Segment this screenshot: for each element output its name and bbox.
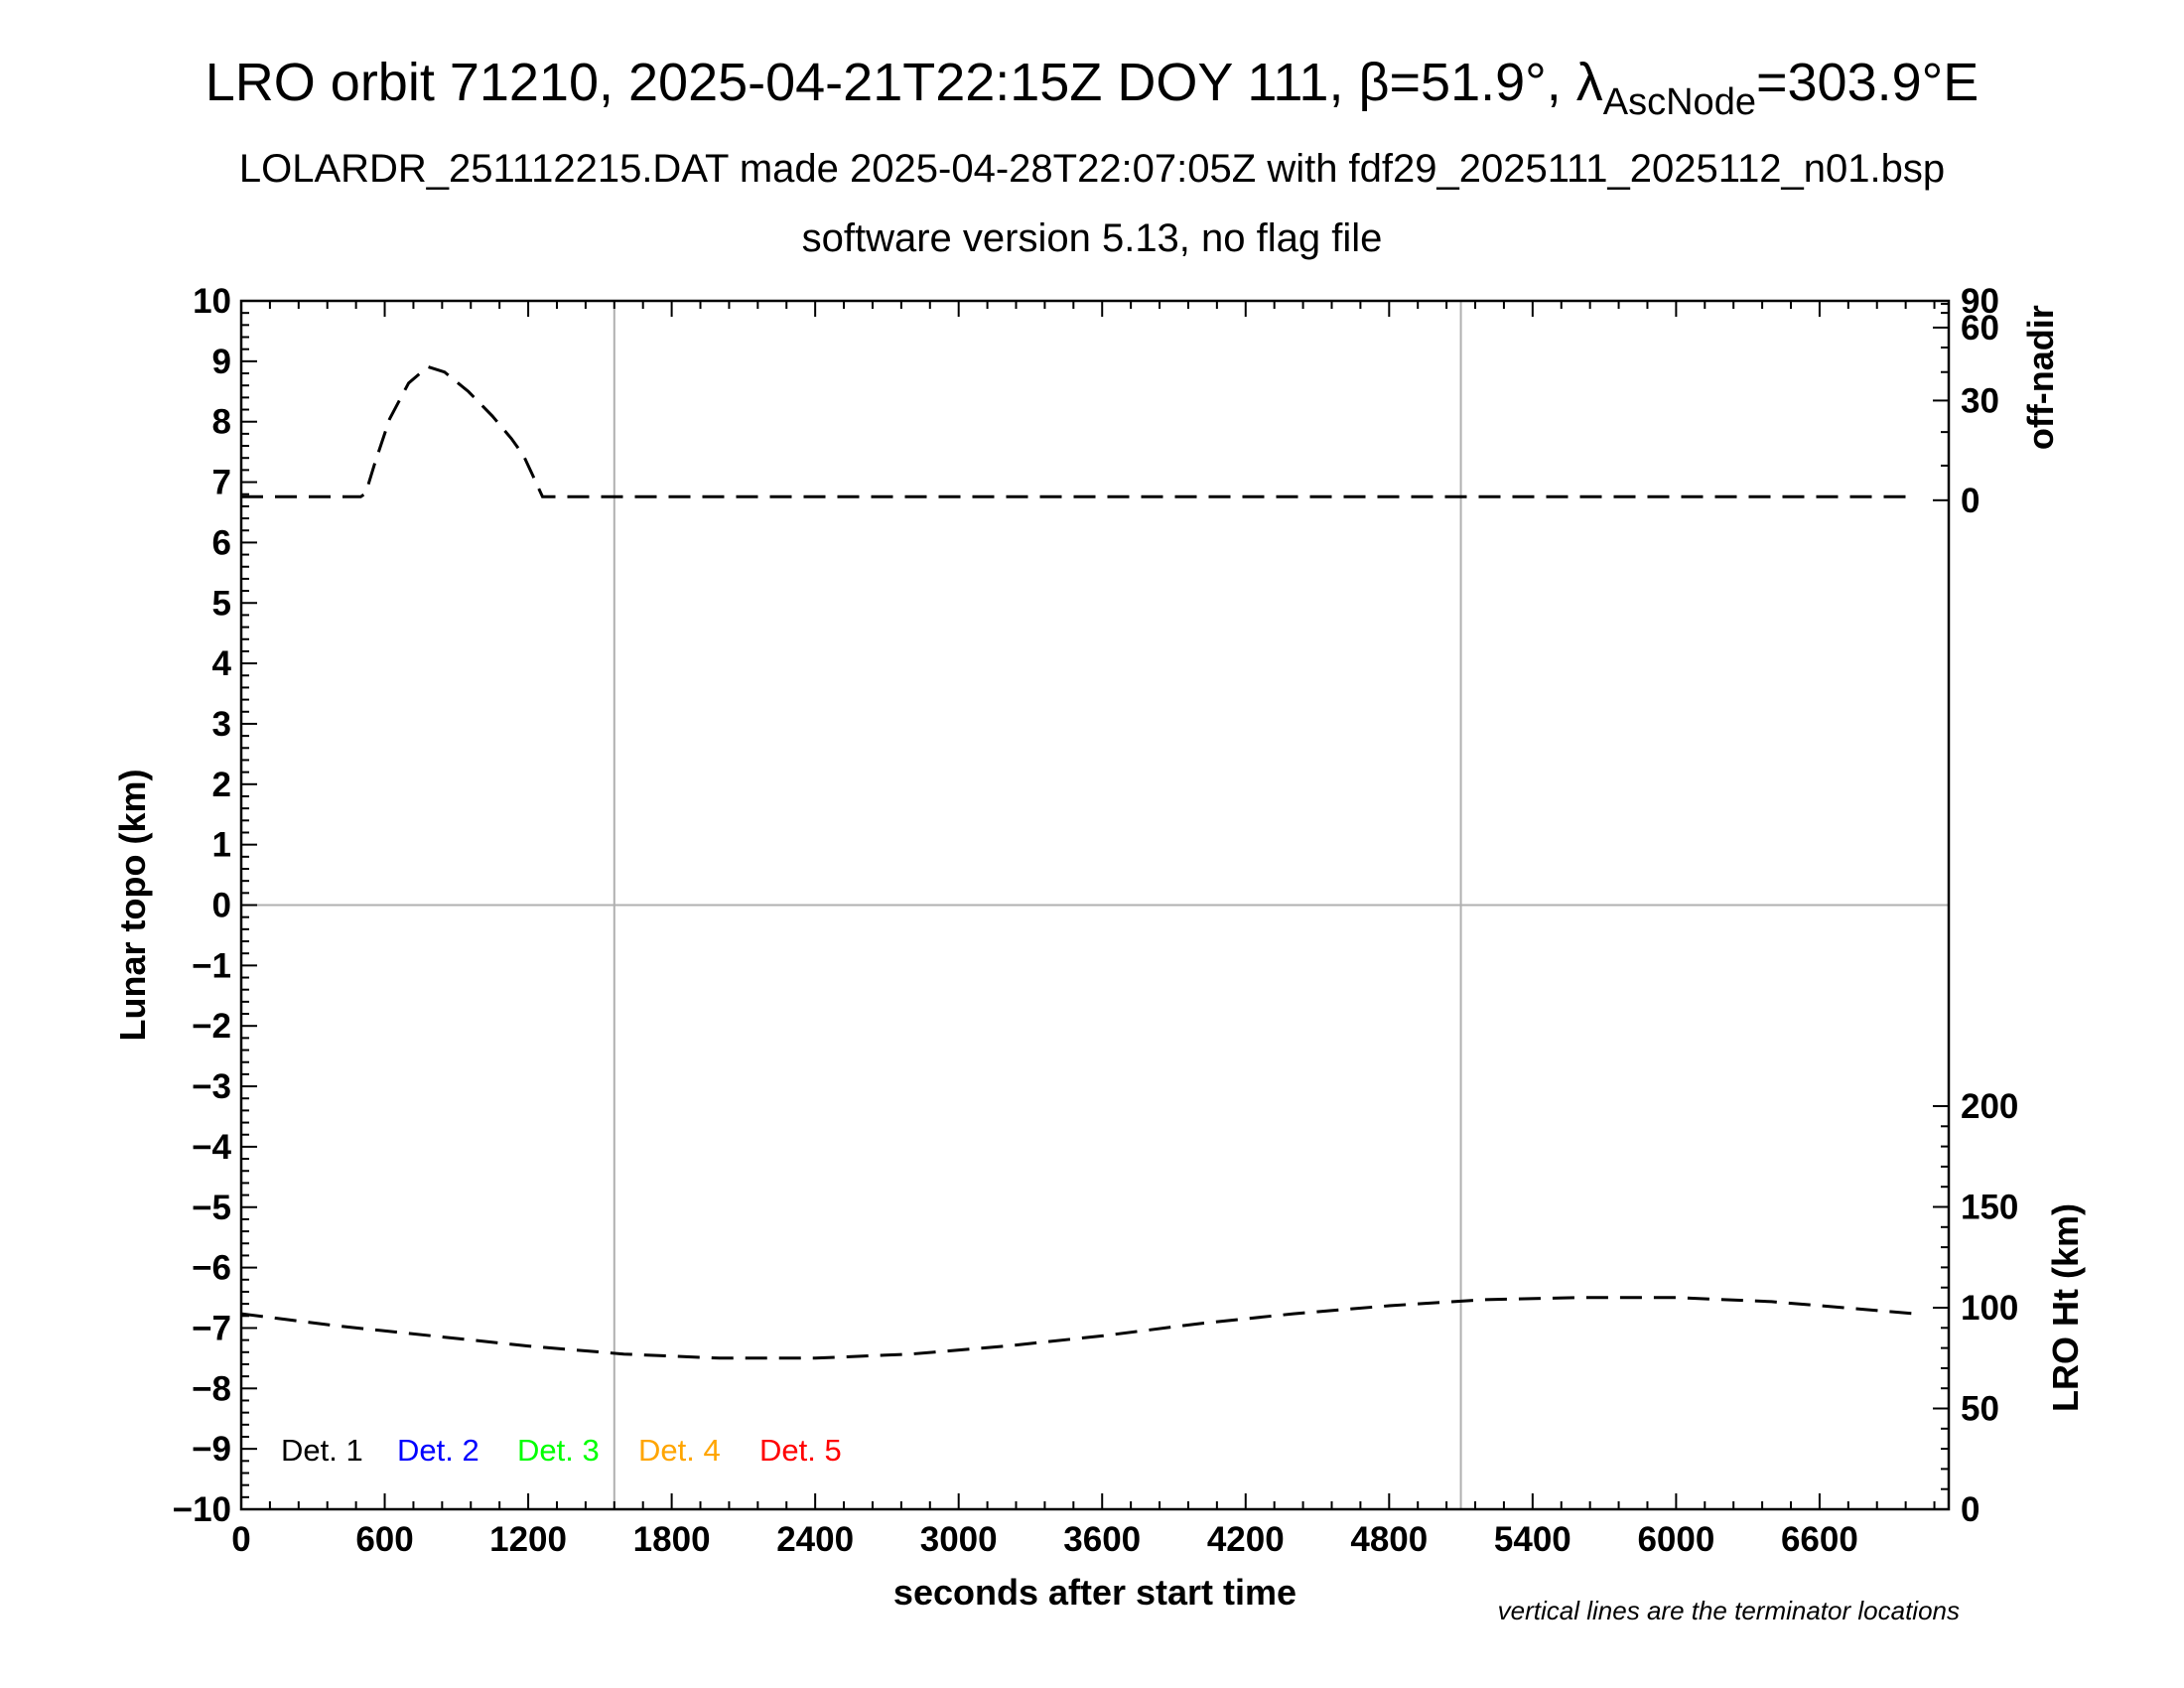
x-tick-label: 1200 <box>489 1520 567 1559</box>
lro-ht-tick-label: 150 <box>1961 1189 2018 1227</box>
x-tick-label: 2400 <box>776 1520 854 1559</box>
y-tick-label: 0 <box>212 887 231 925</box>
y-tick-label: −8 <box>192 1369 231 1408</box>
x-tick-label: 600 <box>355 1520 413 1559</box>
legend-entry-det-2: Det. 2 <box>397 1433 479 1468</box>
legend-entry-det-5: Det. 5 <box>759 1433 842 1468</box>
off-nadir-tick-label: 30 <box>1961 381 1999 420</box>
y-tick-label: 3 <box>212 705 231 744</box>
x-tick-label: 1800 <box>633 1520 711 1559</box>
y-tick-label: −10 <box>173 1490 231 1529</box>
off-nadir-tick-label: 0 <box>1961 482 1979 520</box>
y-tick-label: 5 <box>212 584 231 623</box>
series-lro-ht-line <box>240 1296 1916 1360</box>
label-layer: 0 600 1200 1800 2400 3000 3600 4200 4800 5400 6000… <box>173 282 2019 1559</box>
chart-subtitle-file: LOLARDR_251112215.DAT made 2025-04-28T22… <box>238 147 1946 191</box>
y-tick-label: −7 <box>192 1309 231 1347</box>
lro-ht-tick-label: 200 <box>1961 1087 2018 1126</box>
y-tick-label: −4 <box>192 1128 231 1167</box>
y-tick-label: −5 <box>192 1189 231 1227</box>
x-tick-label: 5400 <box>1494 1520 1571 1559</box>
legend-entry-det-3: Det. 3 <box>517 1433 600 1468</box>
x-tick-label: 0 <box>231 1520 250 1559</box>
grid-layer <box>241 301 1949 1509</box>
x-tick-label: 4200 <box>1207 1520 1285 1559</box>
y-tick-label: 8 <box>212 403 231 442</box>
y-tick-label: 10 <box>193 282 231 321</box>
series-layer <box>240 364 1916 1360</box>
y-tick-label: −6 <box>192 1249 231 1288</box>
y-tick-label: −9 <box>192 1430 231 1469</box>
lro-ht-tick-label: 0 <box>1961 1490 1979 1529</box>
lro-ht-tick-label: 50 <box>1961 1390 1999 1429</box>
tick-layer <box>240 300 1949 1510</box>
off-nadir-tick-label: 60 <box>1961 309 1999 348</box>
x-tick-label: 6600 <box>1781 1520 1858 1559</box>
y-tick-label: 1 <box>212 826 231 865</box>
y-tick-label: 7 <box>212 464 231 502</box>
series-off-nadir-line <box>241 364 1916 498</box>
y-tick-label: −2 <box>192 1007 231 1046</box>
x-tick-label: 3600 <box>1063 1520 1141 1559</box>
y-tick-label: 6 <box>212 523 231 562</box>
legend-entry-det-1: Det. 1 <box>281 1433 363 1468</box>
off-nadir-axis-label: off-nadir <box>2020 305 2061 450</box>
legend: Det. 1 Det. 2 Det. 3 Det. 4 Det. 5 <box>281 1433 842 1468</box>
y-tick-label: −1 <box>192 946 231 985</box>
terminator-note: vertical lines are the terminator locati… <box>1498 1596 1960 1625</box>
legend-entry-det-4: Det. 4 <box>638 1433 721 1468</box>
chart-subtitle-version: software version 5.13, no flag file <box>801 216 1383 260</box>
y-tick-label: 4 <box>212 644 232 683</box>
chart-title: LRO orbit 71210, 2025-04-21T22:15Z DOY 1… <box>205 53 1979 123</box>
y-axis-label: Lunar topo (km) <box>112 770 153 1042</box>
y-tick-label: 9 <box>212 343 231 381</box>
x-tick-label: 3000 <box>920 1520 998 1559</box>
y-tick-label: 2 <box>212 766 231 804</box>
x-tick-label: 6000 <box>1637 1520 1714 1559</box>
y-tick-label: −3 <box>192 1067 231 1106</box>
x-tick-label: 4800 <box>1350 1520 1428 1559</box>
lro-ht-axis-label: LRO Ht (km) <box>2045 1203 2086 1412</box>
lro-ht-tick-label: 100 <box>1961 1289 2018 1328</box>
x-axis-label: seconds after start time <box>893 1572 1297 1613</box>
off-nadir-tick-label: 90 <box>1961 282 1999 321</box>
